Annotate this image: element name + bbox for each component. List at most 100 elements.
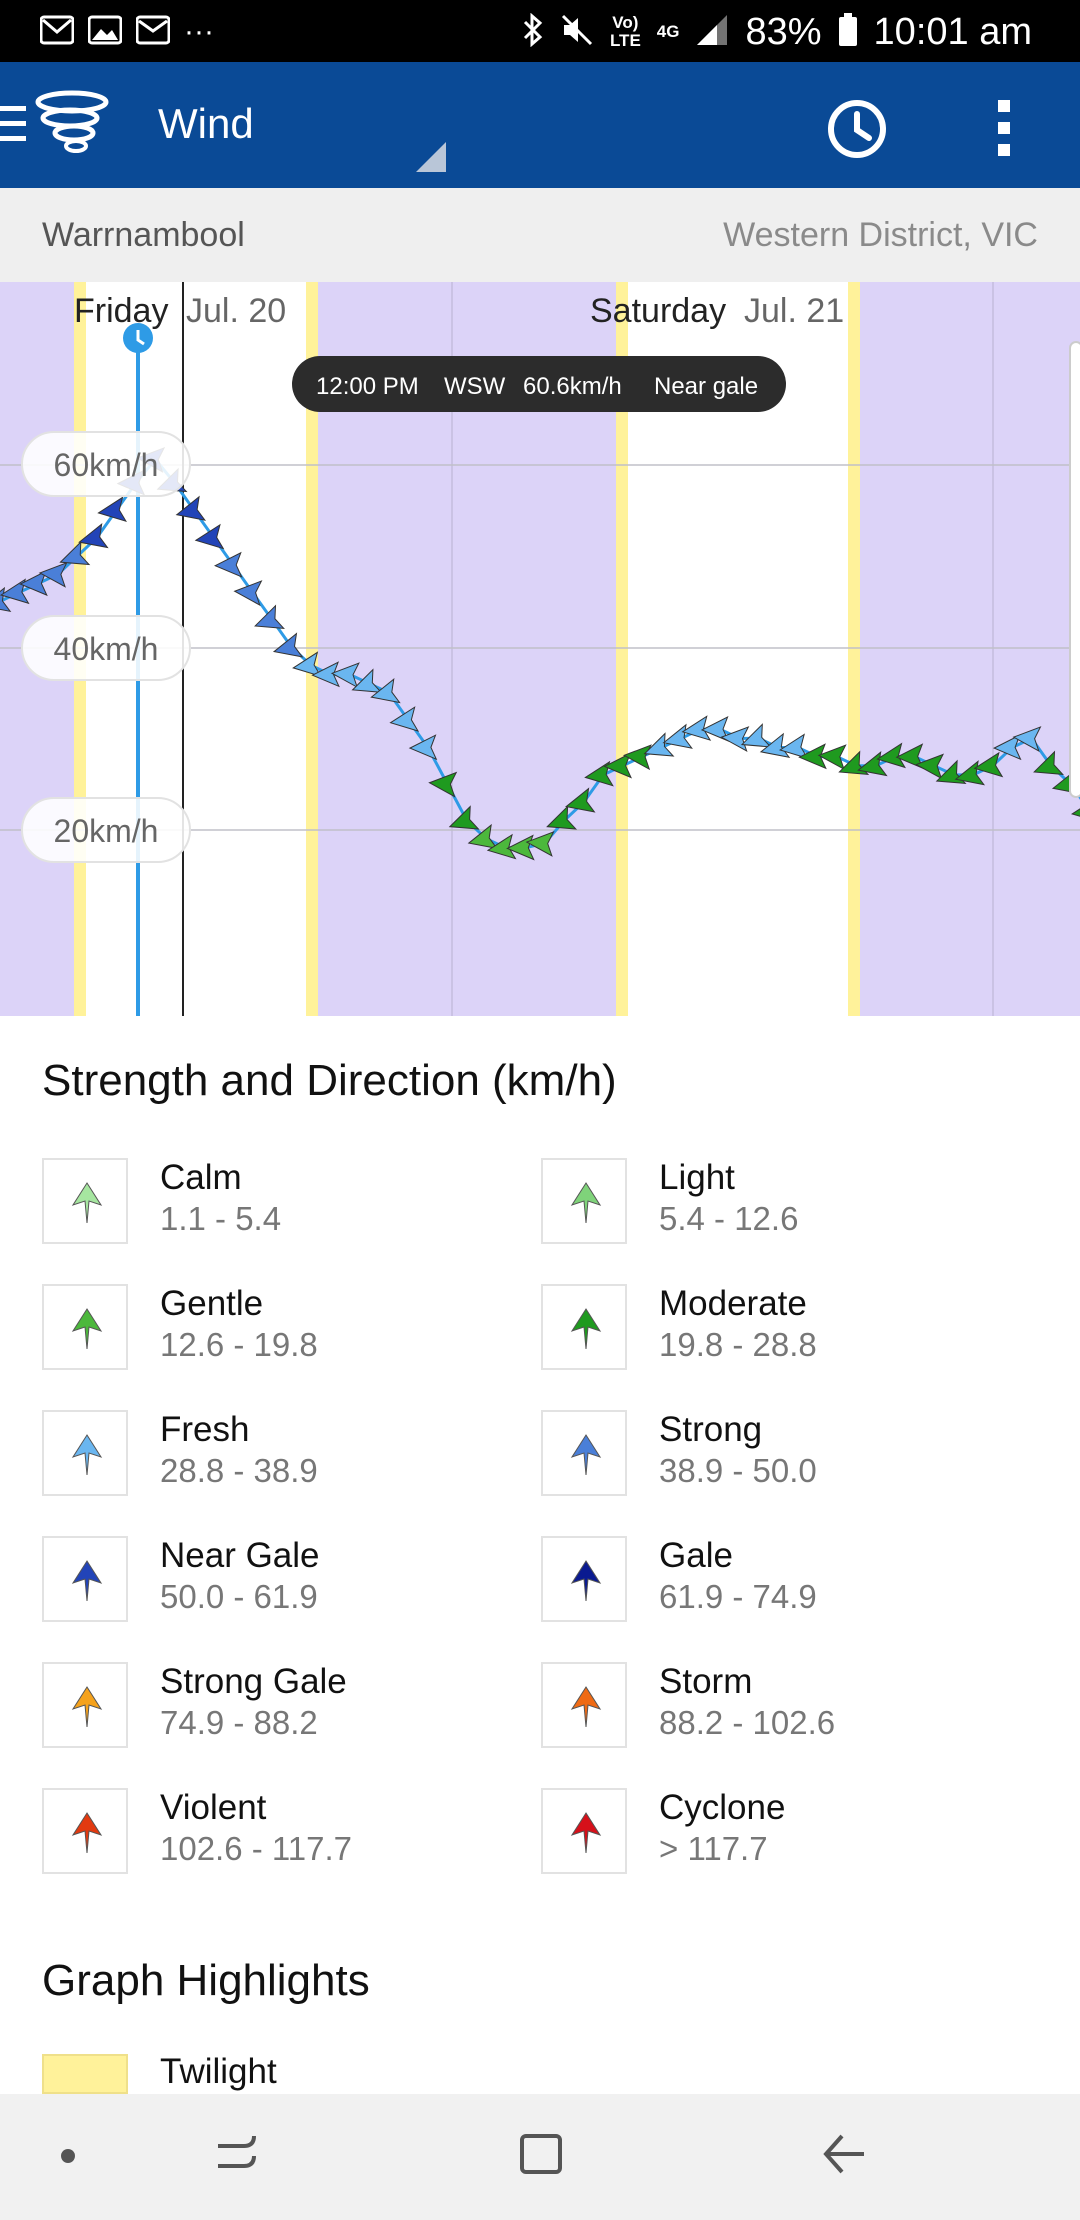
clock-time: 10:01 am [873,10,1032,53]
status-bar: ··· Vo) LTE 4G 83% 10:01 am [0,0,1080,62]
wind-arrow-icon [570,1560,602,1602]
twilight-band [848,282,860,1016]
volte-indicator: Vo) LTE [609,13,641,50]
wind-direction-arrow [759,732,791,758]
legend-swatch [541,1158,627,1244]
wind-arrow-icon [71,1686,103,1728]
legend-item-name: Strong Gale [160,1662,347,1701]
wind-direction-arrow [272,632,304,658]
legend-item-range: 12.6 - 19.8 [160,1326,318,1363]
wind-direction-arrow [643,732,675,757]
legend-item-name: Gentle [160,1284,264,1323]
wind-direction-arrow [233,580,263,607]
wind-direction-arrow [817,744,847,771]
wind-arrow-icon [570,1812,602,1854]
wind-arrow-icon [71,1182,103,1224]
legend-item-name: Moderate [659,1284,807,1323]
wind-arrow-icon [570,1434,602,1476]
dropdown-indicator-icon[interactable] [414,140,448,174]
legend-item: Fresh 28.8 - 38.9 [42,1410,502,1500]
legend-swatch [42,1410,128,1496]
wind-direction-arrow [389,706,420,732]
nav-dot-icon[interactable] [60,2148,76,2164]
battery-percent: 83% [745,10,822,53]
app-bar: Wind [0,62,1080,188]
y-axis-label-60: 60km/h [21,431,191,497]
wind-direction-arrow [448,805,480,830]
tooltip-speed: 60.6km/h [523,373,622,400]
location-bar[interactable]: Warrnambool Western District, VIC [0,188,1080,282]
screen-title[interactable]: Wind [158,100,254,147]
gmail-icon [39,15,75,50]
legend-item: Strong Gale 74.9 - 88.2 [42,1662,502,1752]
wind-direction-arrow [194,523,225,550]
wind-arrow-icon [570,1308,602,1350]
legend-item-range: 5.4 - 12.6 [659,1200,799,1237]
legend-item: Moderate 19.8 - 28.8 [541,1284,1001,1374]
legend-item-range: 61.9 - 74.9 [659,1578,817,1615]
legend-swatch [42,1158,128,1244]
wind-direction-arrow [254,604,285,629]
network-type: 4G [656,22,680,41]
legend-item-name: Light [659,1158,735,1197]
legend-item-name: Near Gale [160,1536,320,1575]
legend-swatch [42,1536,128,1622]
legend-item-name: Strong [659,1410,763,1449]
day-label-saturday: Saturday [590,292,726,330]
graph-scroll-handle[interactable] [1069,341,1080,798]
wind-direction-arrow [992,734,1022,761]
legend-item: Calm 1.1 - 5.4 [42,1158,502,1248]
legend-item: Strong 38.9 - 50.0 [541,1410,1001,1500]
y-axis-label-20: 20km/h [21,797,191,863]
legend-item-name: Cyclone [659,1788,786,1827]
history-clock-icon[interactable] [826,98,888,160]
wind-graph-canvas[interactable]: Friday Jul. 20 Saturday Jul. 21 60km/h 4… [0,282,1080,1016]
wind-arrow-icon [71,1434,103,1476]
wind-direction-arrow [525,830,555,857]
legend-item-name: Gale [659,1536,733,1575]
wind-direction-arrow [59,540,91,566]
legend-swatch [541,1662,627,1748]
location-region: Western District, VIC [723,216,1038,254]
legend-swatch [541,1284,627,1370]
notification-icons: ··· [39,12,214,52]
wind-graph[interactable]: Friday Jul. 20 Saturday Jul. 21 60km/h 4… [0,282,1080,1016]
wind-direction-arrow [700,716,730,742]
location-city: Warrnambool [42,216,245,254]
tooltip-direction: WSW [444,373,506,400]
wind-arrow-icon [570,1182,602,1224]
more-options-icon[interactable] [990,98,1018,158]
wind-direction-arrow [370,678,401,704]
wind-arrow-icon [71,1560,103,1602]
twilight-label: Twilight [160,2052,277,2091]
willy-weather-logo-icon[interactable] [34,90,110,160]
menu-icon[interactable] [0,102,28,146]
legend-item-range: 50.0 - 61.9 [160,1578,318,1615]
recent-apps-icon[interactable] [214,2132,262,2180]
legend-item-range: 1.1 - 5.4 [160,1200,282,1237]
wind-direction-arrow [740,723,772,748]
wind-direction-arrow [428,771,458,798]
day-label-friday: Friday [74,292,168,330]
wind-direction-arrow [778,733,809,760]
system-icons: Vo) LTE 4G 83% 10:01 am [522,10,1032,54]
legend-item: Near Gale 50.0 - 61.9 [42,1536,502,1626]
wind-direction-arrow [1033,750,1064,775]
twilight-swatch [42,2054,128,2094]
legend-title: Strength and Direction (km/h) [42,1056,617,1105]
legend-item-name: Violent [160,1788,267,1827]
home-icon[interactable] [518,2130,566,2178]
back-icon[interactable] [820,2130,868,2178]
night-band [860,282,1080,1016]
wind-direction-arrow [1012,726,1042,752]
legend-swatch [42,1284,128,1370]
wind-direction-arrow [214,551,243,578]
wind-direction-arrow [973,751,1004,778]
wind-direction-arrow [330,662,360,689]
wind-direction-arrow [38,561,68,588]
signal-icon [695,13,729,52]
wind-direction-arrow [622,744,652,771]
legend-item-range: 38.9 - 50.0 [659,1452,817,1489]
legend-swatch [541,1788,627,1874]
gallery-icon [87,15,123,50]
